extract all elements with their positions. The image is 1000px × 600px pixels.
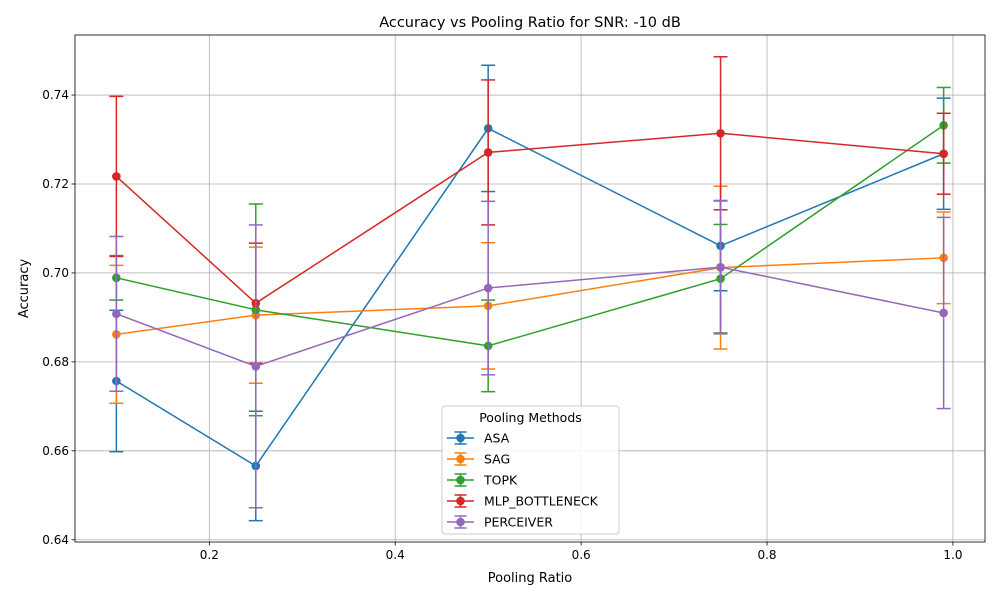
chart-title: Accuracy vs Pooling Ratio for SNR: -10 d…: [379, 15, 681, 31]
data-point: [483, 283, 493, 293]
legend-item-sag: SAG: [447, 452, 510, 467]
legend-swatch-marker: [456, 475, 465, 485]
legend-swatch-marker: [456, 517, 465, 527]
x-tick-label: 0.4: [386, 548, 405, 562]
legend-label: TOPK: [483, 473, 518, 488]
data-point: [483, 148, 493, 157]
legend-label: PERCEIVER: [484, 515, 553, 530]
y-tick-label: 0.66: [42, 444, 69, 458]
legend-item-topk: TOPK: [447, 473, 518, 488]
x-tick-label: 0.6: [572, 548, 591, 562]
legend-swatch-marker: [456, 454, 465, 464]
legend-title: Pooling Methods: [479, 410, 582, 425]
legend-label: ASA: [484, 431, 510, 446]
data-point: [716, 128, 725, 138]
y-axis-label: Accuracy: [17, 259, 32, 319]
legend-item-perceiver: PERCEIVER: [447, 515, 553, 530]
data-point: [939, 149, 948, 159]
data-point: [716, 262, 725, 272]
x-tick-label: 0.8: [757, 548, 776, 562]
legend-label: SAG: [484, 452, 510, 467]
legend-box: [441, 405, 620, 535]
legend-label: MLP_BOTTLENECK: [484, 494, 599, 509]
grid: [75, 35, 985, 542]
legend-swatch-marker: [456, 496, 465, 506]
data-point: [251, 362, 261, 371]
series-layer: [109, 56, 951, 522]
legend-item-asa: ASA: [447, 431, 510, 446]
axes: 0.2 0.4 0.6 0.8 1.0 0.64 0.66 0.68 0.70 0.72 0.74: [42, 88, 962, 562]
x-axis-label: Pooling Ratio: [488, 571, 573, 586]
series-perceiver: [109, 199, 951, 509]
legend: Pooling Methods ASA SAG TOPK MLP_BOTTLENECK P…: [441, 405, 620, 535]
y-tick-label: 0.74: [42, 88, 69, 102]
y-tick-label: 0.70: [42, 266, 69, 280]
plot-frame: [74, 34, 986, 543]
y-tick-label: 0.68: [42, 355, 69, 369]
data-point: [939, 308, 948, 318]
legend-swatch-marker: [456, 433, 465, 443]
data-point: [112, 309, 121, 319]
data-point: [112, 172, 121, 181]
y-tick-label: 0.64: [42, 533, 69, 547]
legend-item-mlp-bottleneck: MLP_BOTTLENECK: [447, 494, 599, 509]
x-tick-label: 1.0: [943, 548, 962, 562]
x-tick-label: 0.2: [200, 548, 219, 562]
y-tick-label: 0.72: [42, 177, 69, 191]
